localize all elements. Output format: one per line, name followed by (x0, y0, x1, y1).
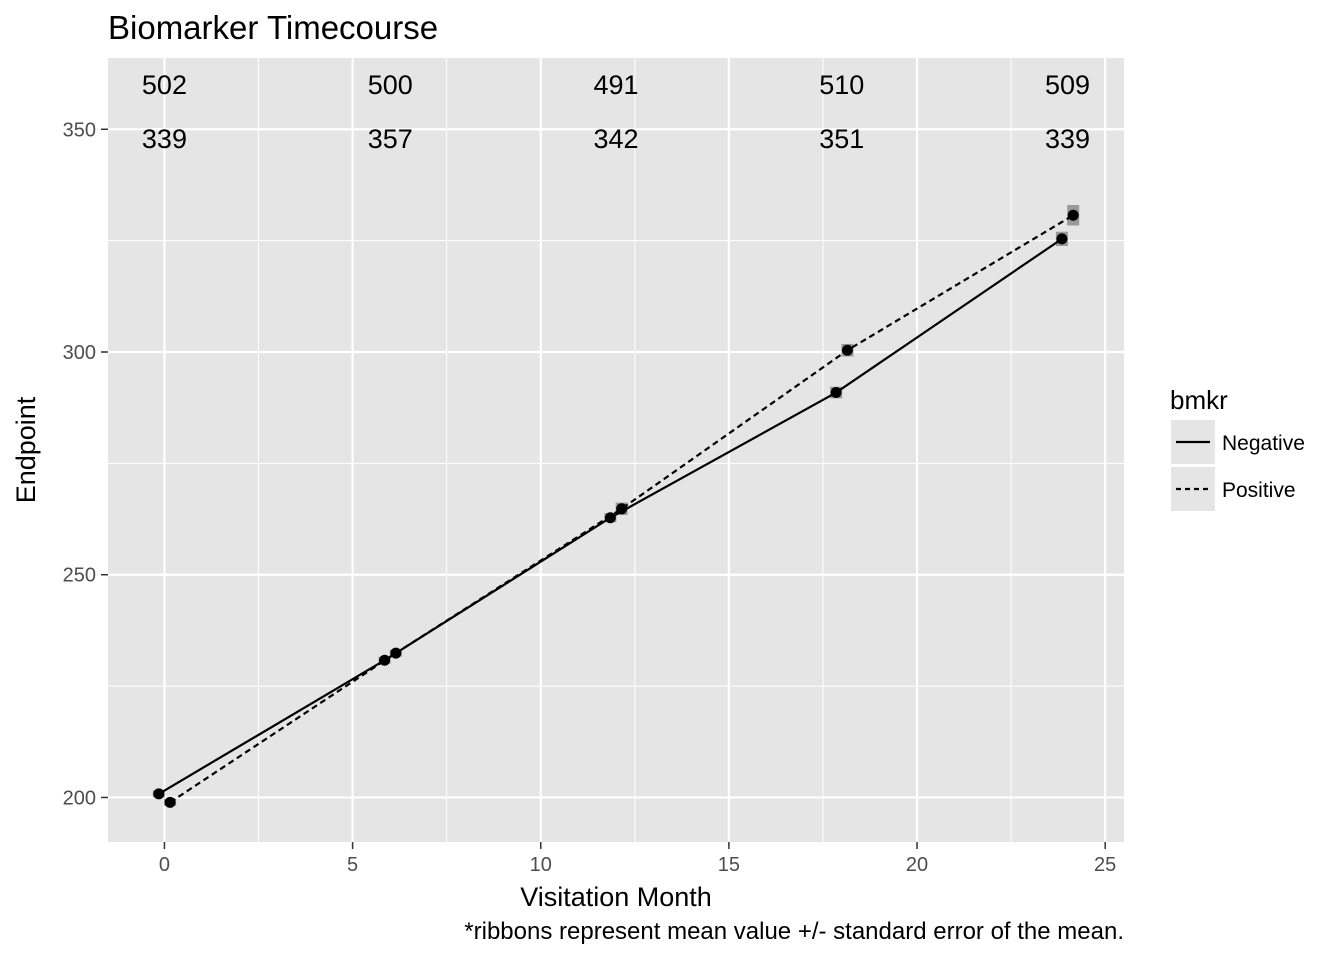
series-line-positive (169, 214, 1074, 804)
data-point-positive (616, 503, 628, 515)
y-tick-label: 200 (63, 787, 96, 809)
legend: bmkr Negative Positive (1170, 385, 1305, 511)
count-label: 491 (593, 70, 638, 100)
data-point-positive (164, 796, 176, 808)
x-tick-label: 10 (530, 854, 552, 876)
x-tick-label: 25 (1094, 854, 1116, 876)
data-point-positive (841, 344, 853, 356)
y-tick-label: 300 (63, 342, 96, 364)
count-label: 351 (819, 124, 864, 154)
count-label: 339 (1045, 124, 1090, 154)
y-tick-label: 250 (63, 565, 96, 587)
count-labels: 502 500 491 510 509 339 357 342 351 339 (142, 70, 1090, 154)
x-axis-label: Visitation Month (520, 882, 712, 912)
count-label: 339 (142, 124, 187, 154)
count-label: 500 (368, 70, 413, 100)
axes: 0 5 10 15 20 25 200 250 300 350 (63, 119, 1117, 876)
x-tick-label: 0 (159, 854, 170, 876)
gridlines (108, 58, 1124, 842)
legend-label: Negative (1222, 432, 1305, 455)
data-point-negative (604, 512, 616, 524)
x-tick-label: 15 (718, 854, 740, 876)
data-point-negative (830, 387, 842, 399)
data-points (153, 209, 1079, 808)
x-tick-label: 5 (347, 854, 358, 876)
plot-panel (108, 58, 1124, 842)
caption: *ribbons represent mean value +/- standa… (464, 918, 1124, 945)
count-label: 357 (368, 124, 413, 154)
y-tick-label: 350 (63, 119, 96, 141)
count-label: 509 (1045, 70, 1090, 100)
count-label: 502 (142, 70, 187, 100)
data-point-positive (390, 647, 402, 659)
data-point-negative (153, 788, 165, 800)
y-axis-label: Endpoint (11, 396, 41, 503)
count-label: 510 (819, 70, 864, 100)
legend-title: bmkr (1170, 385, 1228, 415)
legend-label: Positive (1222, 479, 1296, 502)
data-point-negative (379, 654, 391, 666)
count-label: 342 (593, 124, 638, 154)
x-tick-label: 20 (906, 854, 928, 876)
data-point-positive (1067, 209, 1079, 221)
data-point-negative (1056, 233, 1068, 245)
chart-title: Biomarker Timecourse (108, 9, 438, 46)
